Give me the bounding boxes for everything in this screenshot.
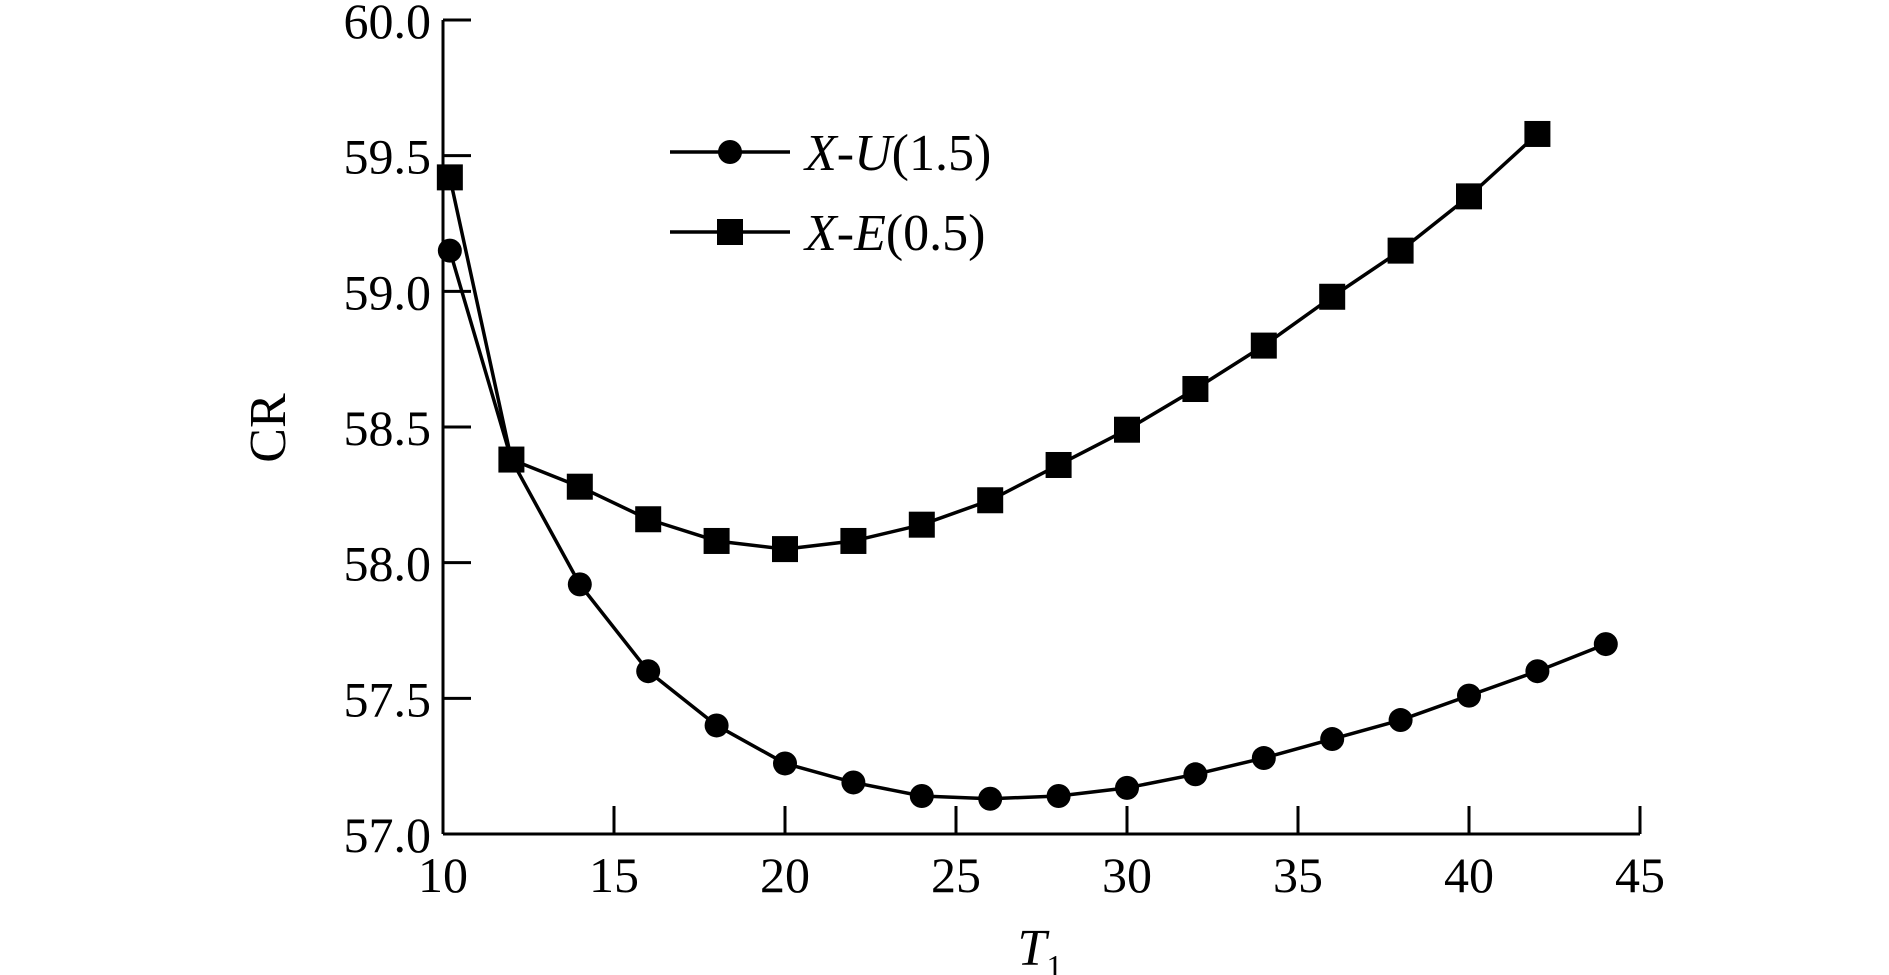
- legend-label-part: (1.5): [892, 125, 992, 182]
- data-point: [1525, 659, 1550, 684]
- legend-label: X-U(1.5): [803, 125, 991, 182]
- x-axis-title: T1: [1018, 920, 1063, 975]
- data-point: [436, 164, 463, 191]
- series-layer: [436, 120, 1618, 811]
- data-point: [840, 527, 867, 554]
- x-tick-label: 20: [760, 847, 810, 903]
- legend: X-U(1.5)X-E(0.5): [670, 125, 991, 262]
- data-point: [1320, 727, 1345, 752]
- data-point: [1456, 183, 1482, 210]
- data-point: [1524, 120, 1551, 147]
- legend-marker: [717, 219, 743, 245]
- y-axis-title: CR: [240, 393, 297, 463]
- legend-label-part: X: [803, 205, 839, 262]
- data-point: [1182, 376, 1209, 403]
- legend-marker: [718, 140, 742, 164]
- x-tick-label: 30: [1102, 847, 1152, 903]
- legend-label-part: U: [854, 125, 895, 182]
- x-axis-title-main: T: [1018, 920, 1050, 975]
- data-point: [704, 713, 729, 738]
- data-point: [1387, 237, 1414, 264]
- y-ticks: 57.0 57.5 58.0 58.5 59.0 59.5 60.0: [344, 0, 471, 863]
- data-point: [1388, 708, 1413, 733]
- data-point: [1183, 762, 1208, 787]
- data-point: [437, 238, 462, 263]
- x-ticks: 10 15 20 25 30 35 40 45: [418, 806, 1665, 903]
- data-point: [1250, 332, 1277, 359]
- y-tick-label: 60.0: [344, 0, 432, 49]
- data-point: [977, 487, 1004, 514]
- data-point: [1114, 416, 1140, 443]
- legend-label-part: E: [853, 205, 886, 262]
- x-tick-label: 35: [1273, 847, 1323, 903]
- x-tick-label: 10: [418, 847, 468, 903]
- legend-label-part: -: [837, 125, 854, 182]
- data-point: [1251, 746, 1276, 771]
- series-0: [437, 238, 1618, 811]
- axes: [441, 20, 1640, 836]
- data-point: [498, 446, 525, 473]
- y-tick-label: 59.0: [344, 264, 432, 320]
- y-tick-label: 59.5: [344, 129, 432, 185]
- data-point: [567, 572, 592, 597]
- data-point: [1457, 683, 1481, 708]
- series-line: [448, 132, 1539, 551]
- data-point: [772, 536, 798, 563]
- y-tick-label: 58.5: [344, 400, 432, 456]
- legend-item: X-U(1.5): [670, 125, 991, 182]
- data-point: [908, 511, 935, 538]
- x-tick-label: 25: [931, 847, 981, 903]
- legend-label-part: X: [803, 125, 839, 182]
- data-point: [1046, 784, 1071, 809]
- x-tick-label: 40: [1444, 847, 1494, 903]
- data-point: [1319, 283, 1346, 310]
- data-point: [636, 659, 661, 684]
- data-point: [1593, 632, 1618, 657]
- data-point: [703, 527, 730, 554]
- data-point: [909, 784, 934, 809]
- data-point: [773, 751, 797, 776]
- data-point: [841, 770, 866, 795]
- data-point: [635, 506, 662, 533]
- data-point: [566, 473, 593, 500]
- legend-label-part: (0.5): [886, 205, 986, 262]
- legend-label: X-E(0.5): [803, 205, 986, 262]
- legend-item: X-E(0.5): [670, 205, 986, 262]
- y-tick-label: 58.0: [344, 536, 432, 592]
- data-point: [1045, 451, 1072, 478]
- y-tick-label: 57.0: [344, 807, 432, 863]
- x-tick-label: 45: [1615, 847, 1665, 903]
- legend-label-part: -: [837, 205, 854, 262]
- data-point: [978, 786, 1003, 811]
- series-line: [448, 250, 1607, 801]
- y-tick-label: 57.5: [344, 671, 432, 727]
- series-1: [436, 120, 1551, 563]
- x-axis-title-subscript: 1: [1046, 948, 1062, 975]
- data-point: [1115, 775, 1139, 800]
- x-tick-label: 15: [589, 847, 639, 903]
